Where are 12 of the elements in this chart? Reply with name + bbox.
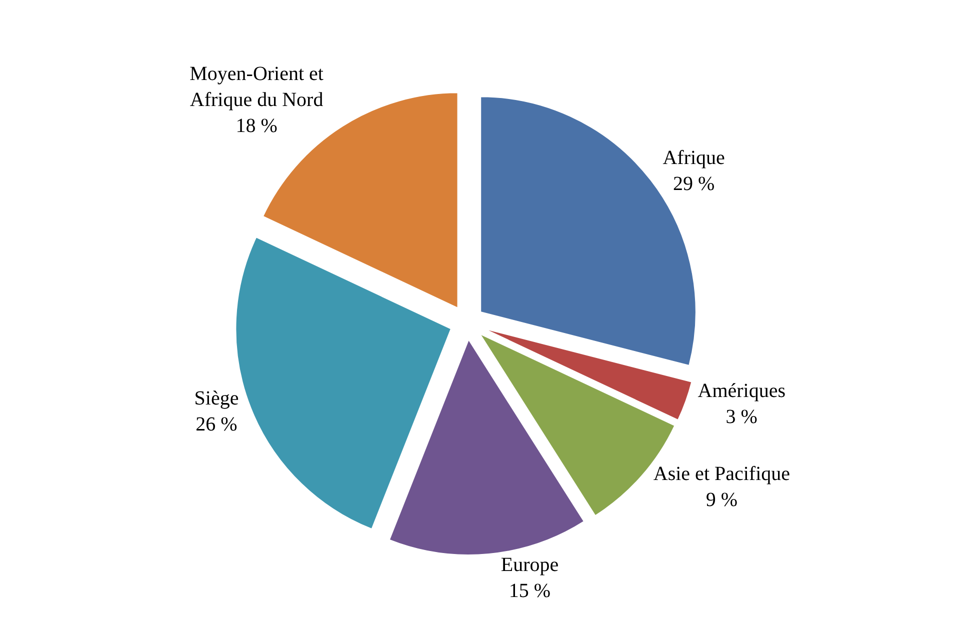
slice-label: Amériques: [698, 380, 786, 402]
slice-label: Europe: [500, 554, 559, 576]
data-label: 18 %: [236, 114, 278, 137]
slice-label: Siège: [194, 387, 239, 410]
data-label: 29 %: [672, 172, 715, 195]
slice-label: Afrique: [662, 146, 726, 169]
data-label: 9 %: [706, 488, 738, 511]
slice-label: Asie et Pacifique: [653, 462, 790, 485]
data-label: 3 %: [726, 406, 758, 428]
slice-label: Moyen-Orient et Afrique du Nord: [190, 62, 324, 111]
data-label: 15 %: [508, 580, 551, 602]
data-label: 26 %: [196, 413, 238, 436]
